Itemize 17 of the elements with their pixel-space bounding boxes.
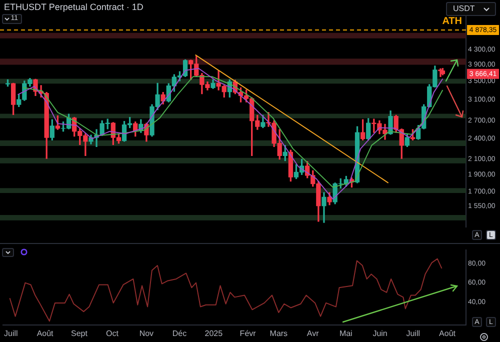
x-tick-label: Juill	[406, 329, 420, 338]
x-tick-label: Mai	[339, 329, 353, 338]
x-tick-label: Mars	[270, 329, 288, 338]
x-tick-label: Juin	[372, 329, 388, 338]
ref-line-label: ATH	[442, 16, 462, 27]
x-tick-label: Avr	[306, 329, 320, 338]
currency-dropdown: USDT	[446, 2, 496, 16]
x-tick-label: Oct	[106, 329, 120, 338]
chart-title: ETHUSDT Perpetual Contract · 1D	[4, 2, 144, 12]
x-tick-label: Sept	[70, 329, 88, 338]
x-tick-label: Juill	[4, 329, 18, 338]
x-tick-label: Févr	[240, 329, 256, 338]
x-tick-label: Déc	[172, 329, 187, 338]
x-tick-label: Août	[36, 329, 54, 338]
x-tick-label: Août	[439, 329, 456, 338]
x-tick-label: 2025	[204, 329, 224, 338]
x-tick-label: Nov	[139, 329, 154, 338]
